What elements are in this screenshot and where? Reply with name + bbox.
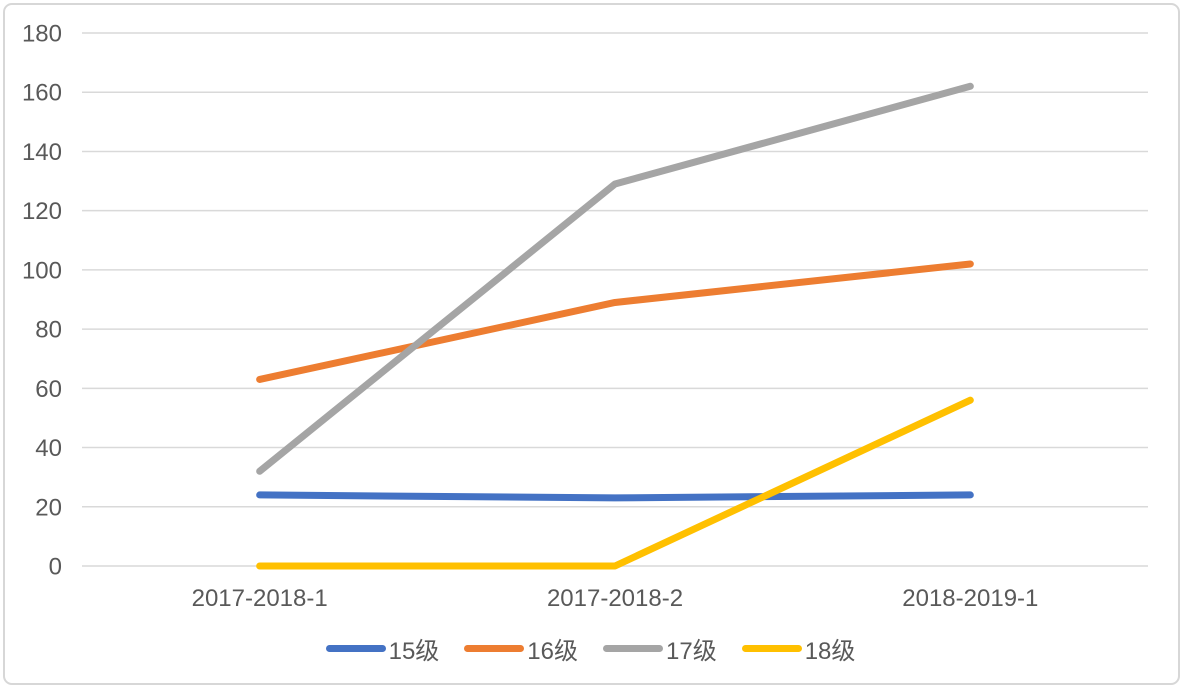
y-axis-tick-label: 60 <box>35 376 62 403</box>
y-axis-tick-label: 120 <box>22 198 62 225</box>
x-axis-tick-label: 2018-2019-1 <box>902 585 1038 612</box>
series-line-16级 <box>256 260 974 383</box>
x-axis-tick-label: 2017-2018-2 <box>547 585 683 612</box>
legend-item-16级: 16级 <box>464 631 578 666</box>
series-line-17级 <box>256 82 974 475</box>
legend-swatch-icon <box>603 644 663 652</box>
legend-item-17级: 17级 <box>603 631 717 666</box>
legend-label: 16级 <box>527 637 578 665</box>
y-axis-tick-label: 100 <box>22 257 62 284</box>
legend-label: 17级 <box>666 637 717 665</box>
legend-swatch-icon <box>741 644 802 652</box>
y-axis-tick-label: 180 <box>22 21 62 48</box>
series-line-15级 <box>256 491 974 502</box>
chart-legend: 15级 16级 17级 18级 <box>0 631 1181 666</box>
y-axis-tick-label: 0 <box>49 554 62 581</box>
series-line-18级 <box>256 396 974 570</box>
y-axis-tick-label: 160 <box>22 80 62 107</box>
legend-item-15级: 15级 <box>325 631 440 666</box>
legend-label: 15级 <box>388 637 440 665</box>
y-axis-tick-label: 80 <box>35 317 62 344</box>
y-axis-tick-label: 40 <box>35 435 62 462</box>
y-axis-tick-label: 140 <box>22 139 62 166</box>
legend-label: 18级 <box>804 637 856 665</box>
legend-swatch-icon <box>464 644 525 652</box>
x-axis-tick-label: 2017-2018-1 <box>192 585 328 612</box>
y-axis-tick-label: 20 <box>35 494 62 521</box>
legend-swatch-icon <box>325 644 386 652</box>
legend-item-18级: 18级 <box>741 631 856 666</box>
